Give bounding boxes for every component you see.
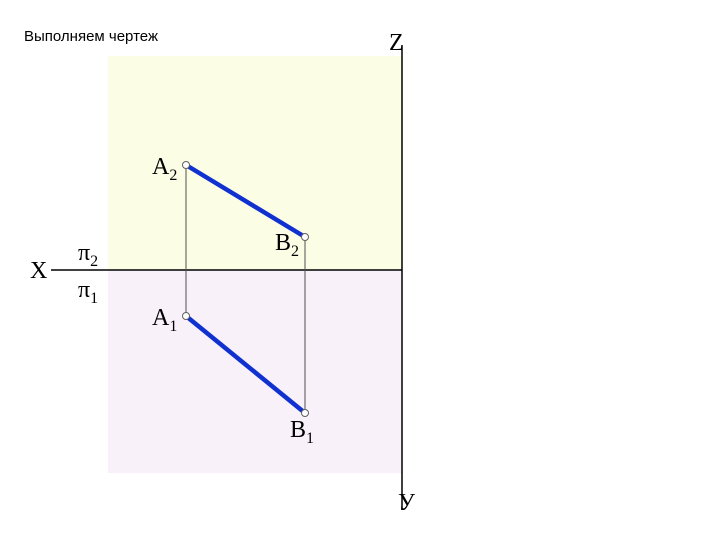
diagram-svg: X Z У π2 π1 А2 В2 А1 В1 <box>0 0 720 540</box>
b1-sub: 1 <box>306 430 314 447</box>
pi2-base: π <box>78 240 90 266</box>
b1-base: В <box>290 417 306 443</box>
a1-base: А <box>152 305 170 331</box>
b2-sub: 2 <box>291 243 299 260</box>
point-a1 <box>183 313 190 320</box>
pi1-sub: 1 <box>90 290 98 307</box>
a1-sub: 1 <box>169 318 177 335</box>
z-axis-label: Z <box>389 30 404 56</box>
a2-sub: 2 <box>169 167 177 184</box>
pi1-base: π <box>78 277 90 303</box>
point-b1 <box>302 410 309 417</box>
point-b2 <box>302 234 309 241</box>
pi2-sub: 2 <box>90 253 98 270</box>
point-a2 <box>183 162 190 169</box>
b2-base: В <box>275 230 291 256</box>
a2-base: А <box>152 154 170 180</box>
y-axis-label: У <box>398 490 415 516</box>
x-axis-label: X <box>30 258 47 284</box>
pi1-label: π1 <box>78 277 98 307</box>
pi2-label: π2 <box>78 240 98 270</box>
